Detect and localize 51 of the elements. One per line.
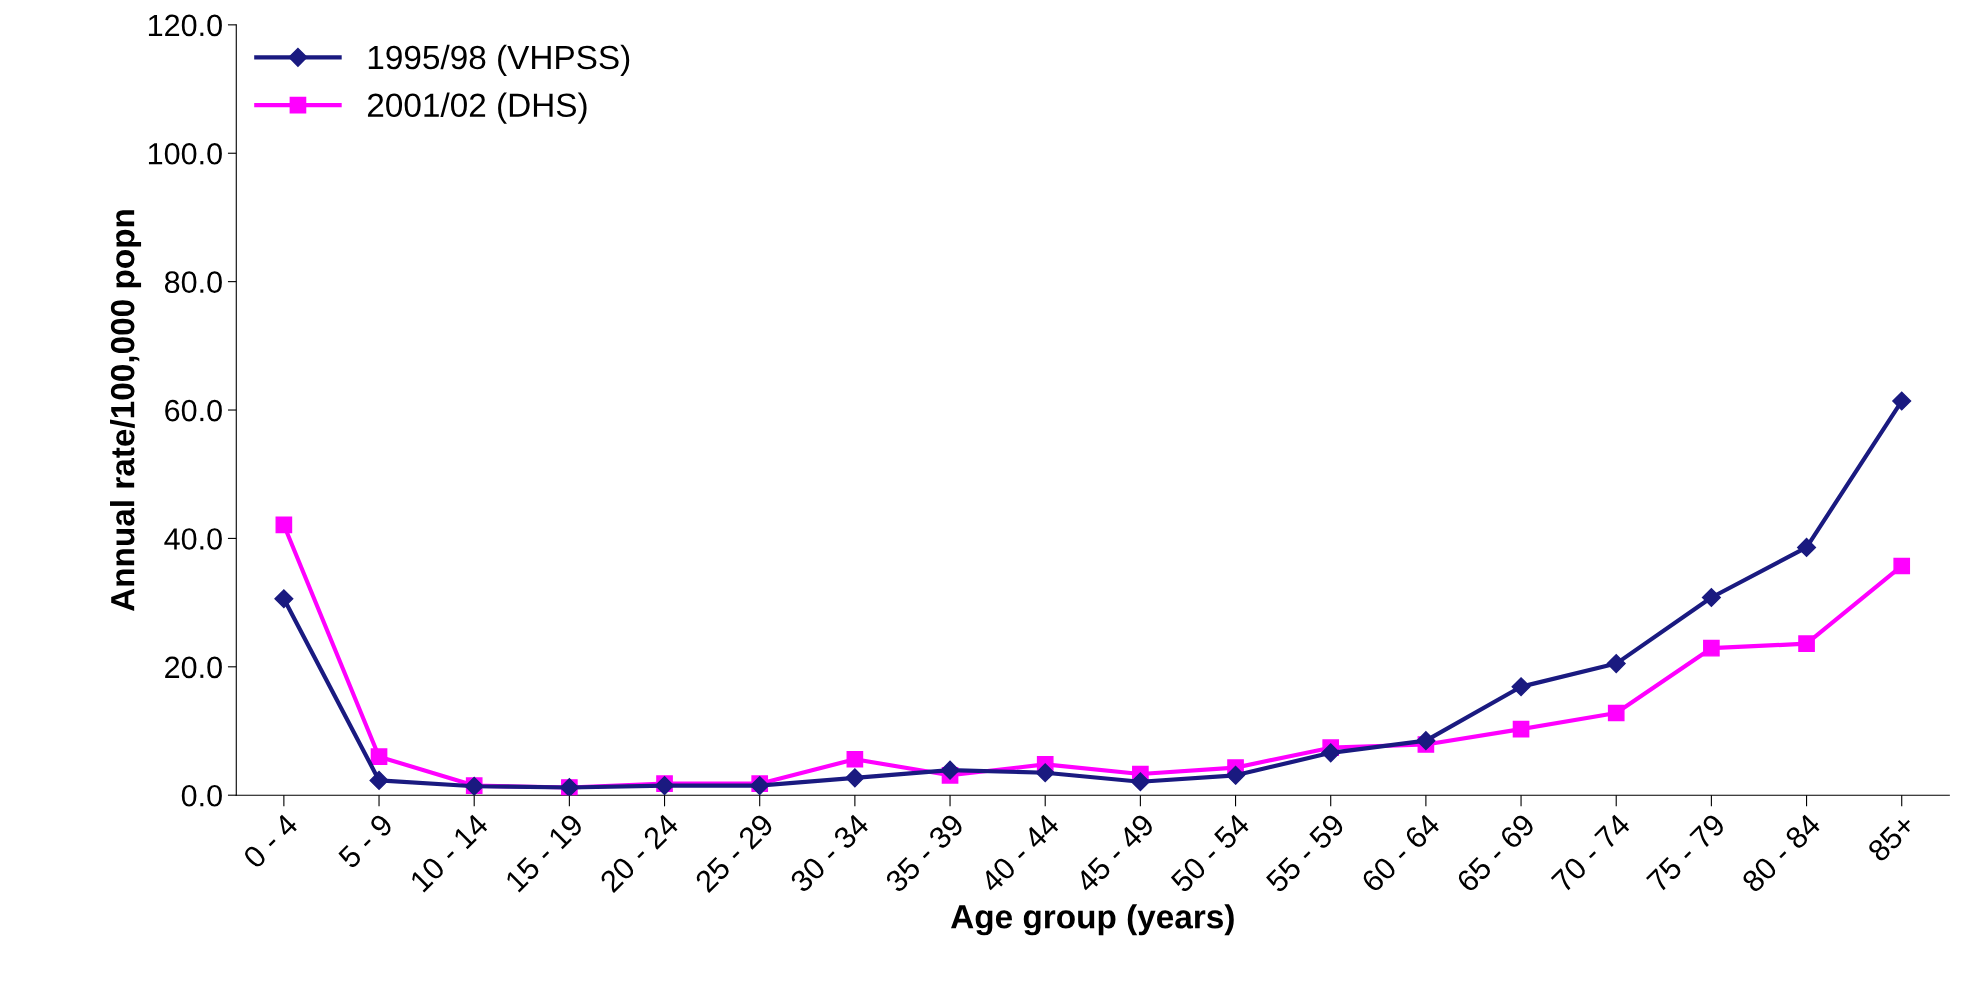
x-tick-label: 20 - 24 xyxy=(598,812,680,894)
y-tick-label: 100.0 xyxy=(148,142,222,165)
x-tick-label: 60 - 64 xyxy=(1360,812,1442,894)
point xyxy=(846,750,864,768)
x-tick-label: 85+ xyxy=(1866,812,1917,863)
x-tick-label: 35 - 39 xyxy=(884,812,965,894)
x-tick-label: 5 - 9 xyxy=(337,812,394,870)
y-tick-label: 80.0 xyxy=(164,271,222,294)
x-tick-label: 10 - 14 xyxy=(409,812,490,893)
point xyxy=(1226,765,1246,785)
y-tick-label: 0.0 xyxy=(181,784,222,807)
x-tick-label: 65 - 69 xyxy=(1455,812,1536,894)
point xyxy=(1416,731,1436,751)
point xyxy=(1607,704,1625,722)
y-tick-label: 60.0 xyxy=(165,399,222,422)
y-tick-label: 40.0 xyxy=(164,528,222,550)
point xyxy=(1606,654,1626,674)
point xyxy=(1701,587,1721,608)
point xyxy=(940,760,960,780)
x-axis-title: Age group (years) xyxy=(951,904,1234,936)
point xyxy=(1703,639,1720,657)
x-tick-label: 70 - 74 xyxy=(1550,812,1632,894)
point xyxy=(1798,635,1815,653)
x-tick-label: 80 - 84 xyxy=(1740,812,1822,894)
x-tick-label: 25 - 29 xyxy=(694,812,775,894)
x-tick-label: 75 - 79 xyxy=(1645,812,1727,894)
point xyxy=(1035,763,1055,783)
point xyxy=(370,748,388,766)
x-tick-label: 40 - 44 xyxy=(979,812,1061,894)
point xyxy=(1130,772,1150,792)
point xyxy=(275,516,293,534)
x-tick-label: 50 - 54 xyxy=(1169,812,1251,894)
point xyxy=(369,770,389,790)
y-axis-title: Annual rate/100,000 popn xyxy=(110,210,142,612)
legend-label: 2001/02 (DHS) xyxy=(367,92,587,124)
point xyxy=(1797,537,1817,557)
x-tick-label: 30 - 34 xyxy=(789,812,871,894)
point xyxy=(1511,677,1531,697)
x-tick-label: 15 - 19 xyxy=(504,812,585,893)
point xyxy=(1321,743,1341,763)
point xyxy=(1893,557,1911,575)
x-tick-label: 45 - 49 xyxy=(1074,812,1156,894)
x-tick-label: 0 - 4 xyxy=(242,812,300,870)
y-tick-label: 20.0 xyxy=(165,656,222,679)
x-tick-label: 55 - 59 xyxy=(1264,812,1346,894)
point xyxy=(1512,720,1530,738)
point xyxy=(1892,391,1912,411)
legend-label: 1995/98 (VHPSS) xyxy=(368,44,630,76)
point xyxy=(274,589,294,609)
y-tick-label: 120.0 xyxy=(148,14,222,37)
point xyxy=(845,768,865,788)
